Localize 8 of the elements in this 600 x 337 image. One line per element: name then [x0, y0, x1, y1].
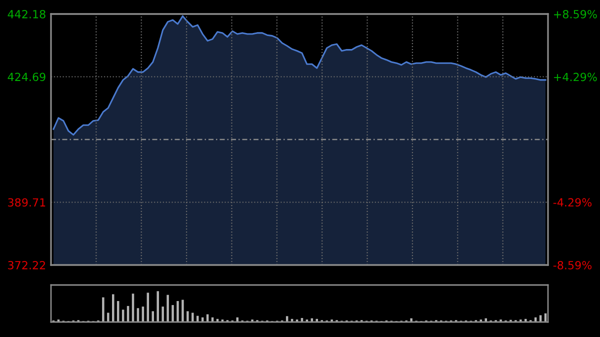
y-tick-label: 442.18	[8, 10, 46, 18]
y2-tick-label: -4.29%	[553, 198, 592, 207]
y-tick-label: 389.71	[8, 198, 46, 207]
y-tick-label: 372.22	[8, 260, 46, 270]
y2-tick-label: +8.59%	[554, 10, 597, 18]
y2-tick-label: -8.59%	[553, 260, 592, 270]
y-tick-label: 424.69	[8, 72, 46, 82]
y2-tick-label: +4.29%	[554, 72, 597, 82]
